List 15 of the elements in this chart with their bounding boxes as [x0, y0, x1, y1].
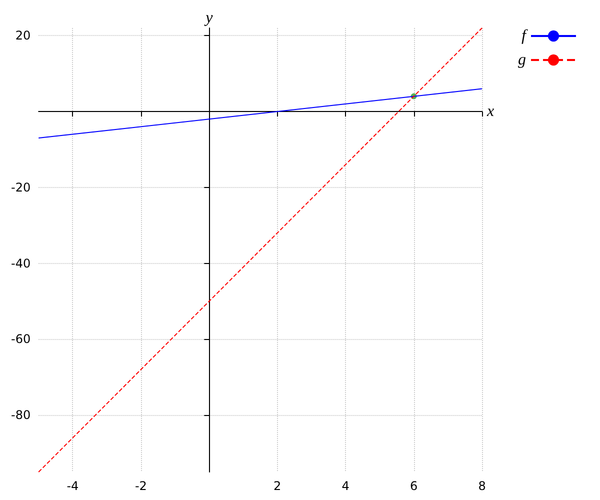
y-tick-label: -80: [10, 408, 31, 422]
y-axis-title: y: [204, 10, 214, 26]
y-tick-label: -60: [10, 332, 31, 346]
x-tick-label: -4: [66, 479, 79, 493]
y-tick-label: -20: [10, 180, 31, 194]
x-axis-title: x: [486, 102, 494, 120]
x-tick-label: 8: [478, 479, 486, 493]
legend-label: f: [522, 28, 529, 44]
x-tick-label: 6: [410, 479, 418, 493]
legend-label: g: [518, 52, 526, 68]
x-tick-label: -2: [134, 479, 147, 493]
x-tick-label: 2: [274, 479, 282, 493]
y-tick-label: -40: [10, 256, 31, 270]
x-tick-label: 4: [342, 479, 350, 493]
y-tick-label: 20: [15, 28, 31, 43]
